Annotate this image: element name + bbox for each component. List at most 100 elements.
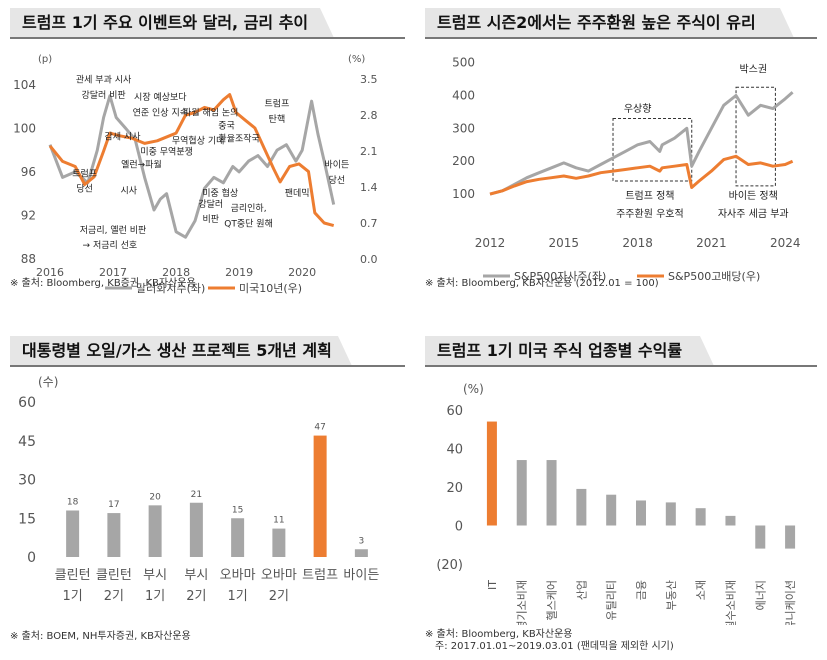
annotation-label: 비판 bbox=[202, 214, 219, 225]
bar bbox=[576, 488, 587, 526]
x-tick-label: 2019 bbox=[225, 266, 253, 279]
x-tick-label: 산업 bbox=[575, 580, 588, 600]
x-tick-sublabel: 2기 bbox=[269, 589, 289, 604]
chart-note: 주: 2017.01.01~2019.03.01 (팬데믹을 제외한 시기) bbox=[435, 641, 674, 652]
annotation-label: QT중단 원해 bbox=[224, 218, 273, 229]
annotation-label: 무역협상 기대 bbox=[172, 135, 225, 147]
chart-source: ※ 출처: Bloomberg, KB자산운용 (2012.01 = 100) bbox=[425, 278, 659, 289]
y-tick-label: 100 bbox=[452, 187, 475, 201]
legend-label-dollar-index: 달러화지수(좌) bbox=[136, 282, 205, 295]
x-tick-label: 2018 bbox=[622, 236, 653, 250]
title-divider bbox=[425, 37, 817, 39]
panel-sector-returns: 트럼프 1기 미국 주식 업종별 수익률 (%) (20) 0 20 40 60 IT 경기소… bbox=[425, 336, 817, 656]
chart-buyback-vs-dividend: 100 200 300 400 500 2012 2015 2018 2021 2024 우상향트럼… bbox=[452, 56, 801, 283]
y-tick-label: 0 bbox=[455, 520, 463, 535]
bar bbox=[313, 435, 327, 557]
annotation-label: 강달러 비판 bbox=[81, 89, 125, 101]
bar-value-label: 3 bbox=[359, 536, 365, 546]
chart-title: 대통령별 오일/가스 생산 프로젝트 5개년 계획 bbox=[10, 336, 352, 366]
bar-value-label: 17 bbox=[108, 500, 119, 510]
bar bbox=[785, 525, 796, 549]
chart-sector-returns: (%) (20) 0 20 40 60 IT 경기소비재 헬스케어 산업 유틸리티 금융 부동산 소재 필수… bbox=[436, 382, 797, 625]
x-tick-label: 2018 bbox=[162, 266, 190, 279]
annotation-label: 탄핵 bbox=[269, 113, 286, 125]
x-tick-sublabel: 1기 bbox=[63, 589, 83, 604]
x-tick-label: 부시 bbox=[143, 568, 167, 583]
bar-value-label: 18 bbox=[67, 498, 79, 508]
title-divider bbox=[10, 365, 405, 367]
y-tick-label: 500 bbox=[452, 56, 475, 70]
annotation-label: → 저금리 선호 bbox=[83, 240, 138, 251]
bar bbox=[636, 500, 646, 526]
bar bbox=[606, 494, 617, 526]
panel-buyback-vs-dividend: 트럼프 시즌2에서는 주주환원 높은 주식이 유리 100 200 300 400 50… bbox=[425, 8, 817, 308]
series-line-us10y bbox=[48, 93, 335, 228]
bar bbox=[516, 460, 527, 526]
y-tick-label: 200 bbox=[452, 154, 475, 168]
title-divider bbox=[425, 365, 817, 367]
bar-value-label: 20 bbox=[149, 492, 161, 502]
left-y-tick-label: 92 bbox=[21, 208, 36, 222]
x-tick-label: 2012 bbox=[475, 236, 506, 250]
right-y-tick-label: 0.7 bbox=[360, 217, 378, 230]
y-tick-label: 60 bbox=[446, 404, 463, 419]
annotation-label: 우상향 bbox=[624, 103, 652, 115]
x-tick-label: 에너지 bbox=[754, 580, 767, 610]
annotation-label: 박스권 bbox=[739, 63, 767, 75]
y-axis-unit: (수) bbox=[38, 375, 58, 389]
x-tick-label: 바이든 bbox=[343, 568, 379, 583]
annotation-label: 저금리, 옐런 비판 bbox=[80, 225, 147, 236]
annotation-label: 강달러 bbox=[198, 198, 223, 210]
legend-label-buyback: S&P500자사주(좌) bbox=[514, 270, 606, 283]
left-y-tick-label: 100 bbox=[13, 121, 36, 135]
bar bbox=[148, 505, 162, 557]
bar bbox=[755, 525, 766, 549]
bar bbox=[189, 502, 203, 557]
series-line-dollar-index bbox=[48, 94, 336, 239]
annotation-label: 미중 협상 bbox=[202, 187, 238, 199]
chart-dollar-vs-treasury: (p) (%) 88 92 96 100 104 0.0 0.7 1.4 2.1 2.8 3.5 2016… bbox=[13, 54, 378, 295]
right-y-tick-label: 0.0 bbox=[360, 253, 378, 266]
bar bbox=[725, 515, 736, 526]
x-tick-label: 부동산 bbox=[665, 580, 678, 610]
y-tick-label: 20 bbox=[446, 481, 463, 496]
bar-value-label: 15 bbox=[232, 505, 243, 515]
bar bbox=[695, 508, 706, 526]
x-tick-label: 경기소비재 bbox=[516, 580, 529, 625]
x-tick-label: 오바마 bbox=[261, 568, 297, 583]
right-y-tick-label: 3.5 bbox=[360, 73, 378, 86]
bar bbox=[546, 460, 557, 526]
chart-source: ※ 출처: Bloomberg, KB증권, KB자산운용 bbox=[10, 278, 196, 289]
x-tick-label: 2020 bbox=[288, 266, 316, 279]
y-tick-label: 0 bbox=[27, 550, 36, 566]
x-tick-label: 필수소비재 bbox=[724, 580, 737, 625]
x-tick-label: 2016 bbox=[36, 266, 64, 279]
annotation-label: 주주환원 우호적 bbox=[616, 208, 684, 220]
chart-oil-gas-projects: (수) 0 15 30 45 60 18 클린턴 1기 17 클린턴 2기 20 부시 1기 21 부시 2기 15… bbox=[18, 375, 379, 604]
y-tick-label: 30 bbox=[18, 473, 36, 489]
bar bbox=[231, 518, 245, 557]
x-tick-label: 2015 bbox=[549, 236, 580, 250]
annotation-label: 감세 시사 bbox=[105, 130, 142, 142]
bar bbox=[354, 549, 368, 557]
x-tick-label: 트럼프 bbox=[302, 568, 338, 583]
x-tick-label: 2017 bbox=[99, 266, 127, 279]
y-axis-unit: (%) bbox=[463, 382, 484, 396]
x-tick-label: 클린턴 bbox=[55, 568, 91, 583]
bar bbox=[66, 510, 80, 557]
y-tick-label: 15 bbox=[18, 511, 36, 527]
annotation-label: 옐런→파월 bbox=[121, 159, 162, 171]
bar-value-label: 21 bbox=[191, 490, 202, 500]
y-tick-label: 400 bbox=[452, 88, 475, 102]
y-tick-label: (20) bbox=[436, 558, 463, 573]
x-tick-label: 2024 bbox=[770, 236, 801, 250]
x-tick-sublabel: 2기 bbox=[104, 589, 124, 604]
annotation-label: 관세 부과 시사 bbox=[76, 75, 132, 86]
chart-source: ※ 출처: Bloomberg, KB자산운용 bbox=[425, 629, 573, 640]
right-axis-unit: (%) bbox=[348, 54, 365, 65]
annotation-label: 바이든 정책 bbox=[729, 190, 778, 202]
bar bbox=[107, 513, 121, 557]
left-y-tick-label: 96 bbox=[21, 165, 36, 179]
x-tick-label: 유틸리티 bbox=[605, 580, 618, 620]
annotation-label: 자사주 세금 부과 bbox=[718, 208, 789, 220]
